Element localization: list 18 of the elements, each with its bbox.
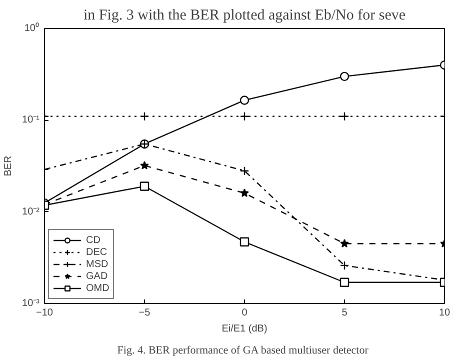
y-tick-label: 10⁻²	[22, 206, 40, 218]
x-tick-label: −5	[138, 308, 151, 318]
legend-label: GAD	[86, 270, 108, 282]
y-tick-label: 10⁰	[24, 22, 40, 34]
caption: Fig. 4. BER performance of GA based multiuser detector	[117, 344, 369, 356]
x-tick-label: 0	[242, 308, 248, 318]
legend-label: OMD	[86, 282, 110, 294]
legend-label: CD	[86, 234, 102, 246]
x-axis-title: Ei/E1 (dB)	[222, 324, 268, 334]
x-tick-label: −10	[36, 308, 54, 318]
y-tick-label: 10⁻¹	[22, 114, 40, 126]
legend-label: MSD	[86, 258, 108, 270]
y-tick-label: 10⁻³	[22, 298, 40, 309]
x-tick-label: 10	[438, 308, 450, 318]
text: in Fig. 3 with the BER plotted against Eb/No for seve	[83, 8, 406, 24]
y-axis-title: BER	[3, 156, 14, 176]
x-tick-label: 5	[342, 308, 348, 318]
legend-label: DEC	[86, 246, 108, 258]
